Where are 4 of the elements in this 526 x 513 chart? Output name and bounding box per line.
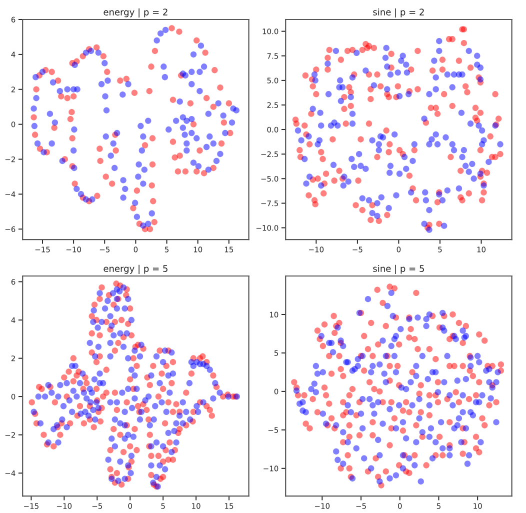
chart-title: sine | p = 5 [373,264,424,274]
chart-title: energy | p = 2 [104,8,168,18]
chart-title: sine | p = 2 [373,8,424,18]
chart-title: energy | p = 5 [104,264,168,274]
